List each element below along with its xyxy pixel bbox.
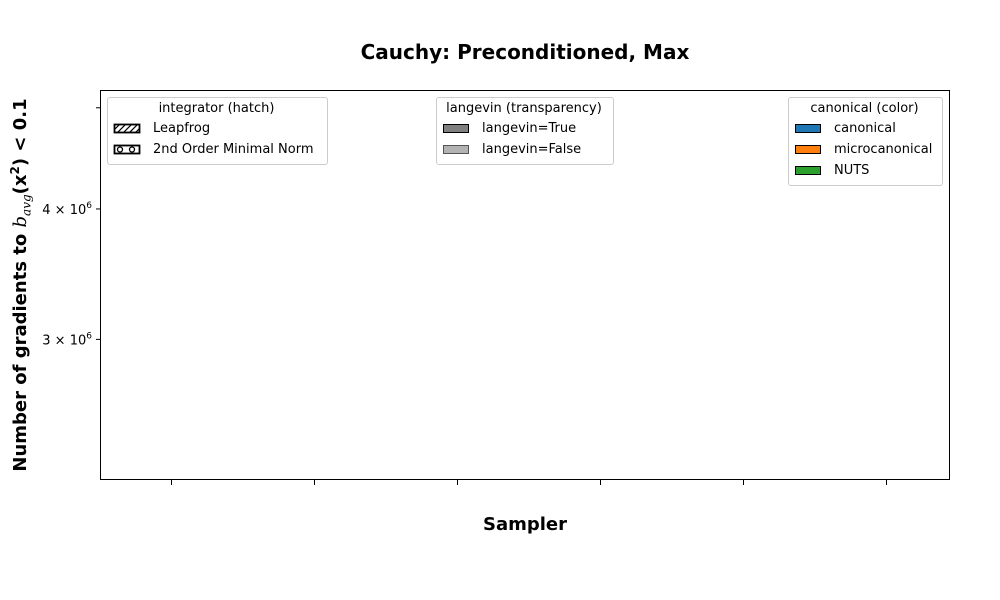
legend-entry: NUTS [794, 160, 935, 181]
legend-label: langevin=True [482, 121, 577, 136]
x-axis-label: Sampler [482, 514, 567, 535]
hatch-circles-swatch [113, 144, 141, 155]
microcanonical-swatch [795, 145, 821, 154]
legend-label: canonical [834, 121, 896, 136]
legend-entry: langevin=False [442, 139, 606, 160]
legend-title: canonical (color) [810, 101, 919, 116]
legend-title: langevin (transparency) [446, 101, 602, 116]
legend-label: langevin=False [482, 142, 582, 157]
chart-title: Cauchy: Preconditioned, Max [360, 40, 690, 64]
langevin-false-swatch [443, 145, 469, 154]
nuts-swatch [795, 166, 821, 175]
legend-title: integrator (hatch) [158, 101, 275, 116]
y-tick-label: 4 × 106 [42, 201, 92, 218]
y-tick-label: 3 × 106 [42, 331, 92, 348]
legend-integrator: integrator (hatch) Leapfrog 2nd Order Mi… [107, 97, 328, 165]
legend-label: 2nd Order Minimal Norm [153, 142, 314, 157]
legend-label: NUTS [834, 163, 870, 178]
axes-frame [100, 90, 950, 480]
canonical-swatch [795, 124, 821, 133]
legend-label: Leapfrog [153, 121, 211, 136]
legend-canonical: canonical (color) canonical microcanonic… [788, 97, 943, 186]
legend-entry: 2nd Order Minimal Norm [113, 139, 320, 160]
legend-entry: Leapfrog [113, 118, 320, 139]
legend-entry: microcanonical [794, 139, 935, 160]
legend-entry: canonical [794, 118, 935, 139]
legend-label: microcanonical [834, 142, 933, 157]
legend-entry: langevin=True [442, 118, 606, 139]
legend-langevin: langevin (transparency) langevin=True la… [436, 97, 614, 165]
hatch-diagonal-swatch [113, 123, 141, 134]
langevin-true-swatch [443, 124, 469, 133]
